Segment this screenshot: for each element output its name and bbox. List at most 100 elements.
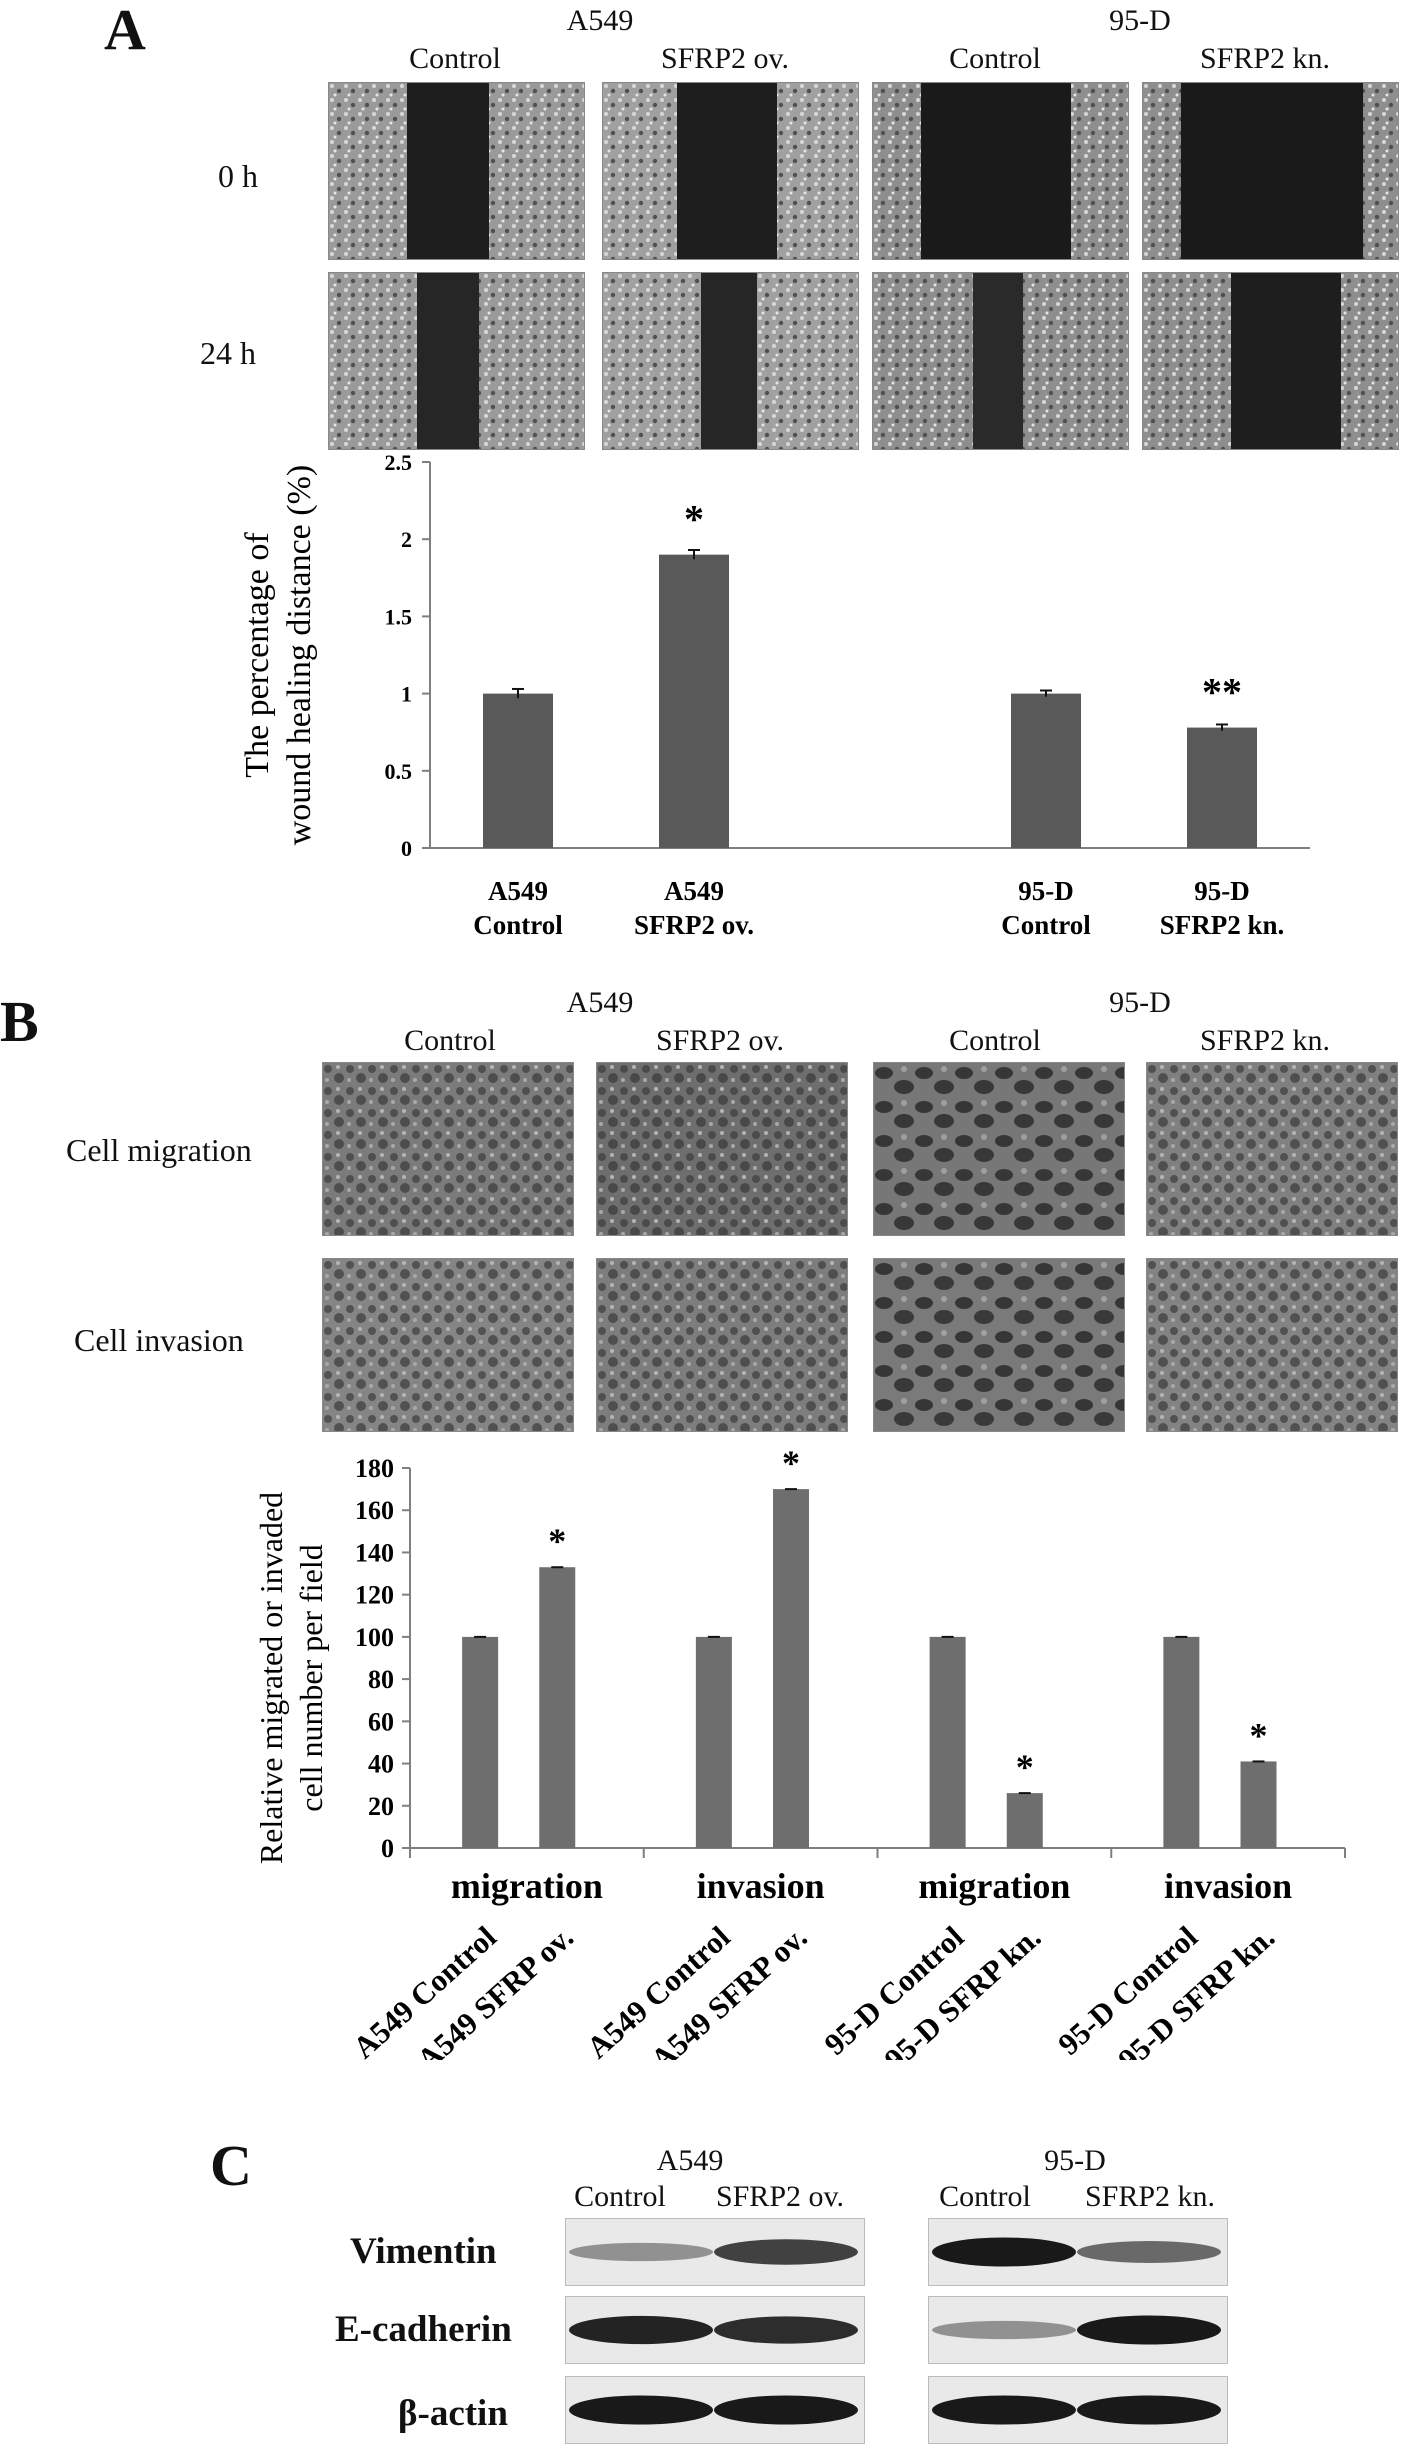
chart-b-significance: * xyxy=(1250,1715,1268,1755)
panel-c-col-1: Control xyxy=(574,2180,666,2213)
chart-a-ytick-label: 0.5 xyxy=(385,759,413,784)
chart-a-significance: ** xyxy=(1202,670,1242,715)
chart-a-ytick-label: 2 xyxy=(401,527,412,552)
panel-b-group-a549: A549 xyxy=(566,986,634,1019)
chart-a-xtick-label: 95-D xyxy=(1194,876,1250,906)
panel-c-group-a549: A549 xyxy=(656,2144,724,2177)
blot-vimentin-a549 xyxy=(565,2218,865,2286)
chart-b-ytick-label: 20 xyxy=(368,1792,394,1821)
panel-b-label: B xyxy=(0,989,39,1054)
blot-band xyxy=(1077,2241,1221,2263)
panel-b-col-3: Control xyxy=(949,1024,1041,1057)
blot-ecadherin-a549 xyxy=(565,2296,865,2364)
chart-b-bar xyxy=(539,1567,576,1848)
chart-a-xtick-label: Control xyxy=(1001,910,1091,940)
panel-b-col-4: SFRP2 kn. xyxy=(1199,1024,1331,1057)
chart-a-ytick-label: 1 xyxy=(401,682,412,707)
chart-b-ylabel: cell number per field xyxy=(293,1544,329,1811)
chart-b-ytick-label: 80 xyxy=(368,1665,394,1694)
chart-b-bar xyxy=(462,1636,499,1848)
blot-label-beta-actin: β-actin xyxy=(398,2393,508,2434)
blot-band xyxy=(932,2320,1076,2340)
chart-b-bar xyxy=(1240,1761,1277,1848)
panel-a-row-0h: 0 h xyxy=(218,158,258,194)
micrograph-95d-control-0h xyxy=(872,82,1129,260)
blot-band xyxy=(714,2239,858,2265)
blot-band xyxy=(714,2395,858,2425)
chart-a-ytick-label: 0 xyxy=(401,836,412,861)
panel-b-group-95d: 95-D xyxy=(1109,986,1171,1019)
micrograph-a549-sfrp2-24h xyxy=(602,272,859,450)
panel-a-col-1: Control xyxy=(409,42,501,75)
chart-a-xtick-label: SFRP2 kn. xyxy=(1160,910,1285,940)
chart-b-ytick-label: 100 xyxy=(355,1623,394,1652)
chart-b-significance: * xyxy=(548,1521,566,1561)
chart-b-ytick-label: 40 xyxy=(368,1750,394,1779)
blot-actin-95d xyxy=(928,2376,1228,2444)
blot-band xyxy=(714,2316,858,2344)
chart-b-bar xyxy=(773,1489,810,1848)
blot-vimentin-95d xyxy=(928,2218,1228,2286)
chart-a-xtick-label: A549 xyxy=(488,876,548,906)
panel-c-col-2: SFRP2 ov. xyxy=(715,2180,845,2213)
panel-b-row-invasion: Cell invasion xyxy=(74,1322,244,1358)
micrograph-b-95d-sfrp2-migration xyxy=(1146,1062,1398,1236)
micrograph-b-a549-control-invasion xyxy=(322,1258,574,1432)
panel-a-row-24h: 24 h xyxy=(200,335,256,371)
panel-c-group-95d: 95-D xyxy=(1044,2144,1106,2177)
chart-a-ytick-label: 2.5 xyxy=(385,450,413,475)
micrograph-95d-control-24h xyxy=(872,272,1129,450)
micrograph-b-95d-control-invasion xyxy=(873,1258,1125,1432)
chart-a-ylabel: The percentage of xyxy=(239,532,276,778)
blot-band xyxy=(932,2395,1076,2425)
micrograph-b-95d-sfrp2-invasion xyxy=(1146,1258,1398,1432)
blot-band xyxy=(569,2242,713,2262)
chart-b-ytick-label: 0 xyxy=(381,1834,394,1863)
chart-b-bar xyxy=(1006,1793,1043,1848)
chart-b-bar xyxy=(695,1636,732,1848)
panel-a-col-4: SFRP2 kn. xyxy=(1199,42,1331,75)
panel-a-group-a549: A549 xyxy=(566,4,634,37)
chart-b-significance: * xyxy=(782,1443,800,1483)
micrograph-a549-control-24h xyxy=(328,272,585,450)
chart-a-ylabel: wound healing distance (%) xyxy=(281,465,318,846)
micrograph-b-95d-control-migration xyxy=(873,1062,1125,1236)
chart-b-significance: * xyxy=(1016,1747,1034,1787)
panel-c-col-3: Control xyxy=(939,2180,1031,2213)
chart-a-significance: * xyxy=(684,497,704,542)
blot-band xyxy=(569,2315,713,2345)
micrograph-b-a549-sfrp2-migration xyxy=(596,1062,848,1236)
chart-a-xtick-label: 95-D xyxy=(1018,876,1074,906)
panel-a-col-3: Control xyxy=(949,42,1041,75)
blot-label-ecadherin: E-cadherin xyxy=(335,2309,512,2350)
chart-a-bar xyxy=(1187,727,1257,848)
chart-b-ytick-label: 140 xyxy=(355,1538,394,1567)
panel-a-col-2: SFRP2 ov. xyxy=(660,42,790,75)
chart-a-wound-healing: 0 0.5 1 1.5 2 2.5 A549 Control * A549 SFRP2 ov. 95-… xyxy=(239,450,1310,940)
chart-b-group-label: migration xyxy=(918,1866,1070,1906)
chart-a-bar xyxy=(1011,693,1081,848)
chart-b-ytick-label: 120 xyxy=(355,1581,394,1610)
chart-b-bar xyxy=(929,1636,966,1848)
chart-b-group-label: invasion xyxy=(1164,1866,1292,1906)
panel-b-col-1: Control xyxy=(404,1024,496,1057)
chart-a-xtick-label: Control xyxy=(473,910,563,940)
chart-b-group-label: invasion xyxy=(697,1866,825,1906)
chart-b-bar xyxy=(1163,1636,1200,1848)
panel-b-row-migration: Cell migration xyxy=(66,1132,252,1168)
blot-label-vimentin: Vimentin xyxy=(350,2231,497,2272)
panel-b-col-2: SFRP2 ov. xyxy=(655,1024,785,1057)
blot-band xyxy=(932,2237,1076,2267)
chart-b-ylabel: Relative migrated or invaded xyxy=(253,1492,289,1864)
panel-c-label: C xyxy=(210,2133,252,2198)
chart-a-bar xyxy=(483,693,553,848)
blot-band xyxy=(569,2395,713,2425)
micrograph-95d-sfrp2-0h xyxy=(1142,82,1399,260)
micrograph-a549-sfrp2-0h xyxy=(602,82,859,260)
chart-a-ytick-label: 1.5 xyxy=(385,604,413,629)
chart-a-xtick-label: A549 xyxy=(664,876,724,906)
panel-c-col-4: SFRP2 kn. xyxy=(1084,2180,1216,2213)
chart-b-ytick-label: 180 xyxy=(355,1454,394,1483)
panel-a-label: A xyxy=(104,0,146,62)
chart-b-ytick-label: 60 xyxy=(368,1707,394,1736)
